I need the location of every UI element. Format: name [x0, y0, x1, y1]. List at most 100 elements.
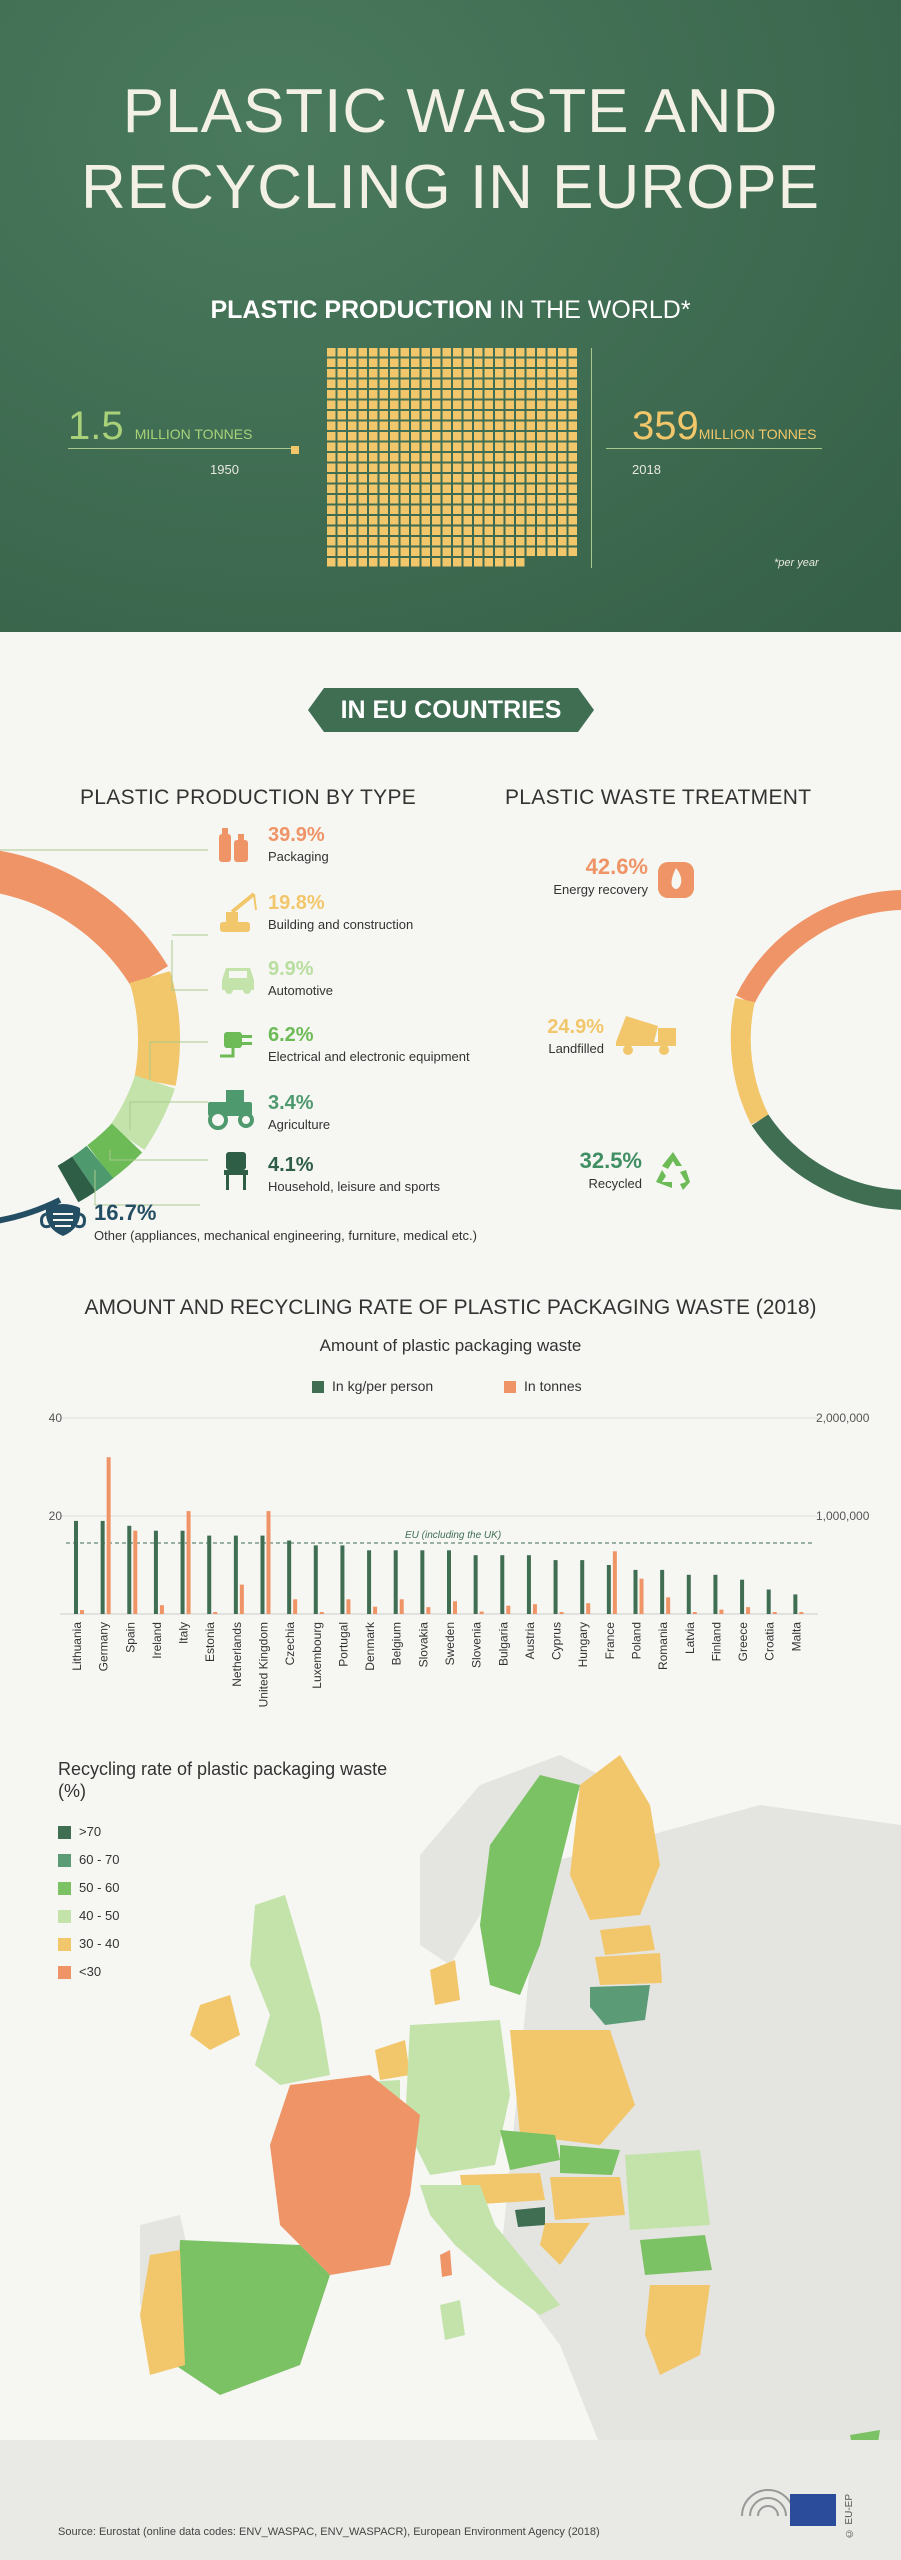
production-square [453, 369, 462, 378]
production-square [369, 379, 378, 388]
production-square [348, 516, 357, 525]
energy-recovery-item: 42.6% Energy recovery [548, 854, 694, 898]
production-square [558, 379, 567, 388]
production-square [474, 358, 483, 367]
category-label: Italy [177, 1622, 191, 1644]
production-square [442, 432, 451, 441]
production-square [547, 547, 556, 556]
production-square [379, 411, 388, 420]
production-square [358, 400, 367, 409]
production-square [568, 411, 577, 420]
production-square [453, 558, 462, 567]
production-square [379, 379, 388, 388]
production-square [390, 369, 399, 378]
production-square [400, 516, 409, 525]
production-square [505, 390, 514, 399]
production-square [411, 453, 420, 462]
map-legend-item-3: 50 - 60 [58, 1880, 119, 1896]
production-2018-value: 359 [632, 404, 699, 448]
production-square [453, 411, 462, 420]
production-square [348, 547, 357, 556]
production-square [327, 453, 336, 462]
production-square [400, 442, 409, 451]
production-square [421, 379, 430, 388]
category-label: Netherlands [230, 1622, 244, 1687]
production-square [463, 369, 472, 378]
production-square [348, 474, 357, 483]
production-square [568, 421, 577, 430]
production-square [558, 421, 567, 430]
production-square [463, 411, 472, 420]
production-square [537, 505, 546, 514]
production-square [495, 421, 504, 430]
production-square [516, 474, 525, 483]
production-square [400, 358, 409, 367]
production-square [421, 348, 430, 357]
production-square [558, 547, 567, 556]
production-square [516, 358, 525, 367]
production-square [453, 348, 462, 357]
production-square [547, 348, 556, 357]
production-square [421, 495, 430, 504]
production-square [432, 547, 441, 556]
production-square [484, 547, 493, 556]
production-square [537, 432, 546, 441]
sardinia-shape [440, 2300, 465, 2340]
production-square [474, 453, 483, 462]
production-square [442, 495, 451, 504]
production-square [537, 369, 546, 378]
production-square [547, 390, 556, 399]
production-square [390, 463, 399, 472]
production-square [495, 453, 504, 462]
dump-truck-icon [616, 1016, 676, 1055]
map-title-unit: (%) [58, 1781, 86, 1801]
production-square [516, 421, 525, 430]
production-square [369, 516, 378, 525]
production-square [463, 379, 472, 388]
production-square [358, 369, 367, 378]
production-square [537, 516, 546, 525]
bar-tonnes [746, 1607, 751, 1614]
production-square [411, 558, 420, 567]
bar-tonnes [266, 1511, 271, 1614]
production-square [432, 442, 441, 451]
production-square [411, 421, 420, 430]
category-label: Austria [523, 1622, 537, 1660]
production-square [463, 484, 472, 493]
production-square [474, 558, 483, 567]
production-square [558, 516, 567, 525]
production-square [348, 390, 357, 399]
production-square [474, 379, 483, 388]
production-square [432, 537, 441, 546]
production-square [400, 421, 409, 430]
production-square [453, 421, 462, 430]
production-square [516, 442, 525, 451]
production-square [526, 379, 535, 388]
category-label: Portugal [336, 1622, 350, 1667]
production-square [400, 411, 409, 420]
production-square [526, 390, 535, 399]
production-square [484, 463, 493, 472]
production-square [400, 348, 409, 357]
legend-tonnes-swatch [504, 1381, 516, 1394]
europe-map [140, 1755, 901, 2445]
production-square [379, 558, 388, 567]
slovakia-shape [560, 2145, 620, 2175]
production-square [337, 400, 346, 409]
production-square [495, 379, 504, 388]
production-square [495, 411, 504, 420]
production-square [505, 495, 514, 504]
bar-kg [740, 1579, 745, 1614]
production-square [484, 348, 493, 357]
production-square [568, 369, 577, 378]
bar-kg [500, 1555, 505, 1614]
production-square [474, 547, 483, 556]
category-label: Greece [736, 1622, 750, 1662]
production-square [453, 453, 462, 462]
donut-segment-packaging [0, 850, 168, 989]
map-legend-label-4: 40 - 50 [79, 1908, 120, 1923]
eu-flag-icon [790, 2494, 836, 2526]
production-square [369, 421, 378, 430]
production-square [337, 484, 346, 493]
production-square [400, 369, 409, 378]
